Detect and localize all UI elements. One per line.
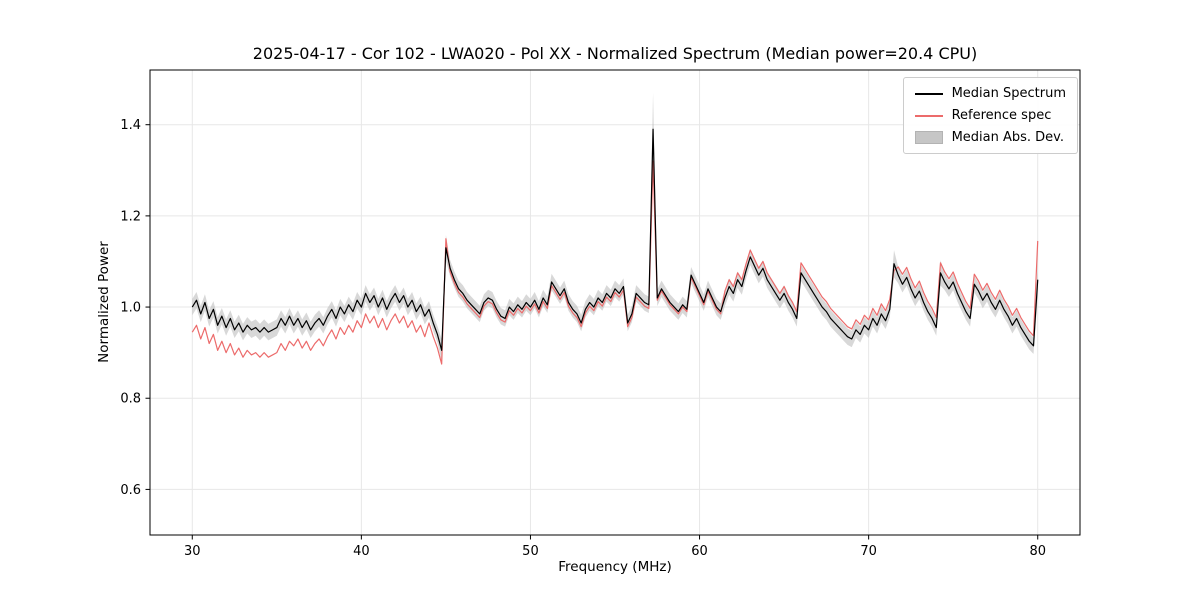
reference-spec-line-swatch — [914, 114, 943, 117]
median-abs-dev-patch-swatch — [914, 131, 943, 144]
x-tick-label: 70 — [860, 544, 877, 559]
series-reference-spec — [191, 160, 1039, 365]
y-axis-label: Normalized Power — [96, 241, 112, 363]
axes-frame — [149, 69, 1081, 536]
y-tick-label: 1.4 — [120, 118, 141, 133]
legend-label-reference-spec: Reference spec — [951, 108, 1052, 123]
legend-label-median-spectrum: Median Spectrum — [951, 86, 1066, 101]
y-tick-label: 1.2 — [120, 209, 141, 224]
y-tick-label: 0.6 — [120, 483, 141, 498]
legend-item-median-spectrum: Median Spectrum — [914, 86, 1066, 101]
legend-label-median-abs-dev: Median Abs. Dev. — [951, 130, 1065, 145]
x-tick-label: 30 — [184, 544, 201, 559]
mad-band — [192, 92, 1038, 362]
legend-item-median-abs-dev: Median Abs. Dev. — [914, 130, 1066, 145]
x-tick-label: 40 — [353, 544, 370, 559]
x-axis-label: Frequency (MHz) — [558, 559, 672, 575]
x-tick-label: 60 — [691, 544, 708, 559]
legend-item-reference-spec: Reference spec — [914, 108, 1066, 123]
x-tick-label: 80 — [1029, 544, 1046, 559]
x-tick-label: 50 — [522, 544, 539, 559]
y-tick-label: 1.0 — [120, 301, 141, 316]
y-tick-label: 0.8 — [120, 392, 141, 407]
legend: Median Spectrum Reference spec Median Ab… — [902, 77, 1078, 154]
series-median-spectrum — [191, 128, 1039, 351]
chart-title: 2025-04-17 - Cor 102 - LWA020 - Pol XX -… — [252, 44, 978, 63]
median-spectrum-line-swatch — [914, 92, 943, 95]
